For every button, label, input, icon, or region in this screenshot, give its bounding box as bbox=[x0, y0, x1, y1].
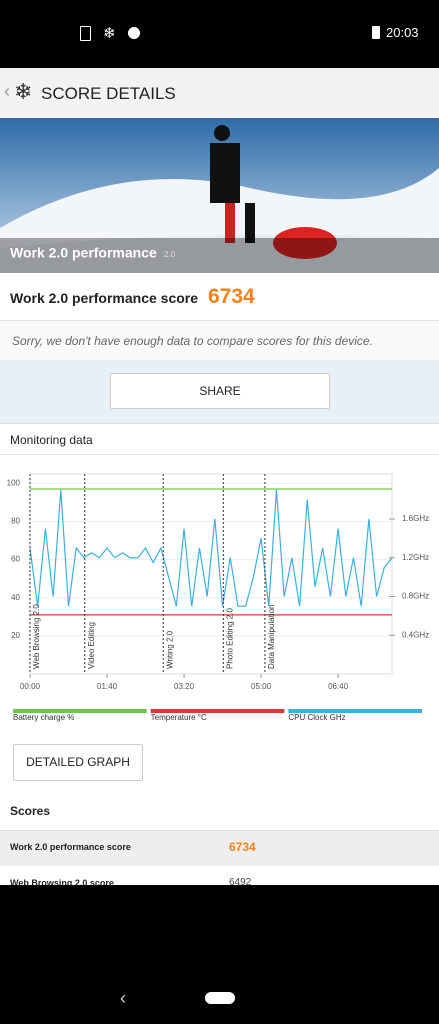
y-tick-label: 80 bbox=[11, 517, 20, 526]
y2-tick-label: 1.6GHz bbox=[402, 514, 429, 523]
x-tick-label: 03:20 bbox=[174, 682, 195, 691]
status-bar: ❄ 20:03 bbox=[0, 0, 439, 68]
hero-title: Work 2.0 performance bbox=[10, 245, 157, 261]
note-row: Sorry, we don't have enough data to comp… bbox=[0, 320, 439, 361]
marker-label: Data Manipulation bbox=[267, 605, 276, 669]
x-tick-label: 00:00 bbox=[20, 682, 41, 691]
row-value: 6734 bbox=[229, 840, 256, 854]
marker-label: Photo Editing 2.0 bbox=[225, 608, 234, 669]
app-icon bbox=[128, 27, 140, 39]
sim-icon bbox=[80, 26, 91, 41]
row-label: Work 2.0 performance score bbox=[10, 842, 131, 852]
snow-icon: ❄ bbox=[103, 25, 116, 42]
scores-title: Scores bbox=[10, 804, 51, 818]
row-value: 6492 bbox=[229, 877, 252, 888]
nav-bar: ‹ bbox=[0, 885, 439, 1024]
header: ‹ ❄ SCORE DETAILS bbox=[0, 68, 439, 119]
score-row: Web Browsing 2.0 score 6492 bbox=[0, 871, 439, 906]
header-title: SCORE DETAILS bbox=[41, 84, 176, 103]
marker-label: Writing 2.0 bbox=[165, 630, 174, 669]
clock: 20:03 bbox=[386, 25, 419, 40]
detailed-graph-button[interactable]: DETAILED GRAPH bbox=[13, 744, 143, 781]
hero-image: Work 2.0 performance 2.0 bbox=[0, 118, 439, 273]
battery-icon bbox=[372, 26, 380, 39]
score-row: Work 2.0 performance score 6734 bbox=[0, 830, 439, 866]
y2-tick-label: 1.2GHz bbox=[402, 553, 429, 562]
x-tick-label: 01:40 bbox=[97, 682, 118, 691]
row-label: Web Browsing 2.0 score bbox=[10, 878, 114, 888]
y-tick-label: 20 bbox=[11, 631, 20, 640]
nav-back[interactable]: ‹ bbox=[120, 988, 126, 1008]
x-tick-label: 06:40 bbox=[328, 682, 349, 691]
y2-tick-label: 0.4GHz bbox=[402, 630, 429, 639]
series-line bbox=[29, 489, 393, 607]
share-area: SHARE bbox=[0, 360, 439, 423]
score-label: Work 2.0 performance score bbox=[10, 290, 199, 306]
divider bbox=[0, 423, 439, 424]
monitoring-title: Monitoring data bbox=[10, 433, 93, 447]
legend-label: Temperature °C bbox=[151, 713, 207, 722]
marker-label: Web Browsing 2.0 bbox=[32, 604, 41, 669]
y-tick-label: 60 bbox=[11, 555, 20, 564]
share-button[interactable]: SHARE bbox=[110, 373, 330, 409]
y-tick-label: 100 bbox=[7, 478, 21, 487]
monitoring-chart: 20 40 60 80 100 0.4GHz 0.8GHz 1.2GHz 1.6GHz 00:00… bbox=[7, 473, 429, 722]
legend-swatch bbox=[13, 709, 147, 713]
divider bbox=[0, 454, 439, 455]
y-tick-label: 40 bbox=[11, 593, 20, 602]
legend-swatch bbox=[150, 709, 285, 713]
hero-version: 2.0 bbox=[164, 250, 176, 259]
logo: ❄ bbox=[14, 79, 33, 104]
y2-tick-label: 0.8GHz bbox=[402, 592, 429, 601]
legend-swatch bbox=[288, 709, 422, 713]
nav-home[interactable] bbox=[205, 992, 235, 1004]
marker-label: Video Editing bbox=[87, 622, 96, 669]
content: Work 2.0 performance 2.0 Work 2.0 perfor… bbox=[0, 118, 439, 888]
score-value: 6734 bbox=[208, 285, 255, 308]
note: Sorry, we don't have enough data to comp… bbox=[12, 334, 373, 348]
back-button[interactable]: ‹ bbox=[4, 81, 10, 101]
legend-label: CPU Clock GHz bbox=[288, 713, 345, 722]
x-tick-label: 05:00 bbox=[251, 682, 272, 691]
legend-label: Battery charge % bbox=[13, 713, 74, 722]
